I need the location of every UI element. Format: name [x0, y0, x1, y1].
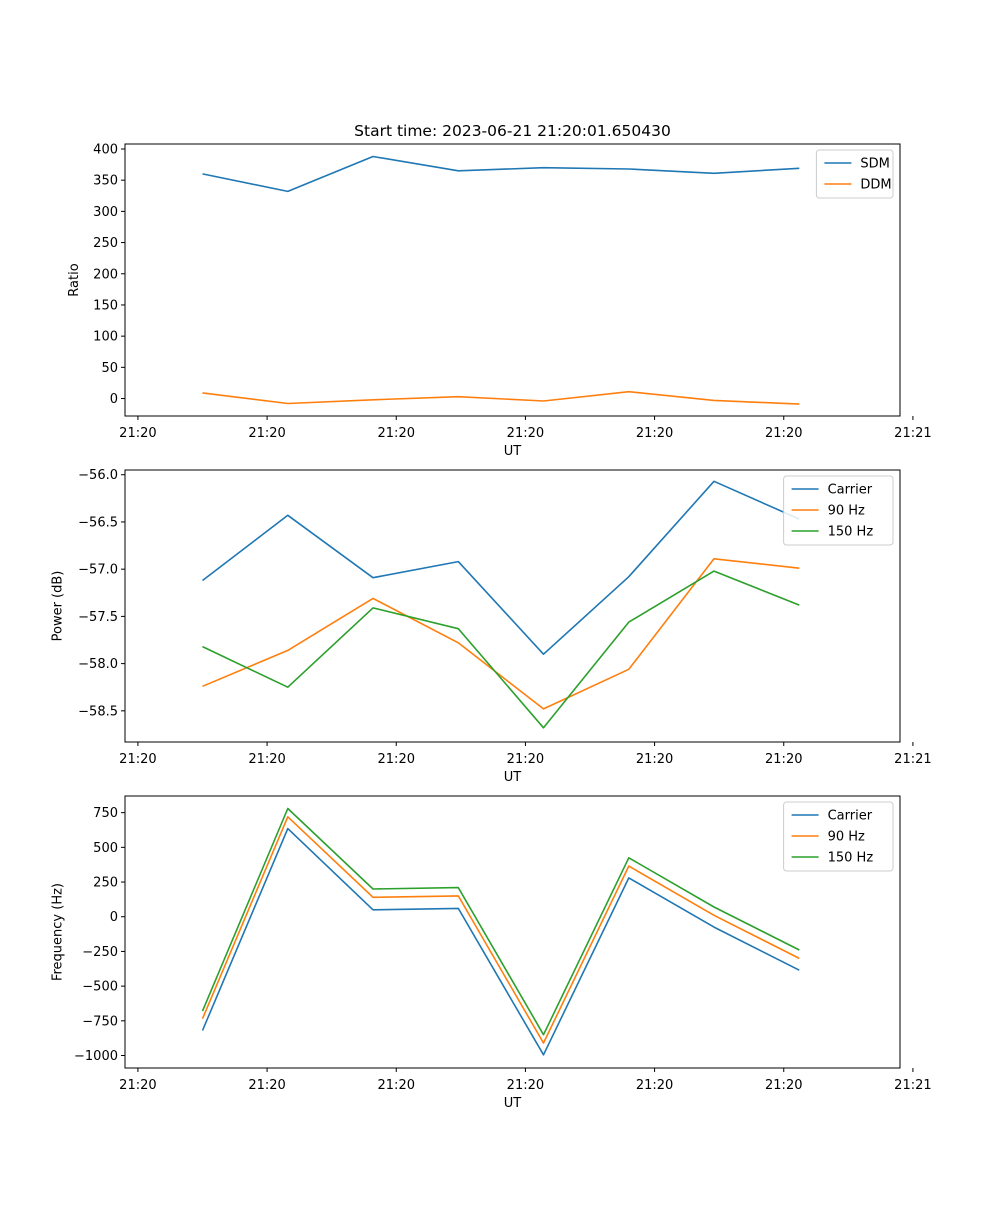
ratio-legend-box: [815, 149, 894, 199]
ratio-axes-frame: [124, 143, 901, 417]
ratio-ytick-label: 400: [93, 142, 118, 157]
power-xtick-label: 21:20: [765, 752, 802, 767]
frequency-legend-label-90-hz: 90 Hz: [828, 830, 865, 845]
frequency-xtick-label: 21:20: [248, 1078, 285, 1093]
frequency-ytick-label: −250: [82, 945, 118, 960]
power-xtick-label: 21:20: [248, 752, 285, 767]
frequency-series-90-hz-line: [201, 815, 800, 1044]
ratio-ytick-label: 250: [93, 236, 118, 251]
frequency-xtick-label: 21:21: [894, 1078, 931, 1093]
ratio-xtick-label: 21:20: [507, 426, 544, 441]
power-ytick-label: −56.5: [78, 515, 118, 530]
power-panel: −58.5 −58.0 −57.5 −57.0 −56.5 −56.0 21:20 21:20…: [51, 468, 932, 785]
frequency-xtick-label: 21:20: [119, 1078, 156, 1093]
power-legend-label-90-hz: 90 Hz: [828, 504, 865, 519]
frequency-ytick-label: −500: [82, 980, 118, 995]
ratio-xtick-label: 21:20: [119, 426, 156, 441]
frequency-ytick-label: −750: [82, 1014, 118, 1029]
frequency-legend-label-150-hz: 150 Hz: [828, 851, 874, 866]
ratio-xtick-label: 21:20: [636, 426, 673, 441]
power-legend: Carrier 90 Hz 150 Hz: [783, 475, 894, 546]
power-xtick-label: 21:20: [507, 752, 544, 767]
power-series-carrier-line: [202, 480, 800, 656]
power-xtick-label: 21:20: [119, 752, 156, 767]
frequency-series-150-hz-line: [201, 807, 800, 1036]
frequency-xtick-label: 21:20: [765, 1078, 802, 1093]
ratio-xtick-label: 21:21: [894, 426, 931, 441]
frequency-xtick-label: 21:20: [507, 1078, 544, 1093]
ratio-panel: 0 50 100 150 200 250 300 350 400 21:20 21:20 21:20 2…: [67, 142, 932, 459]
power-ytick-label: −58.5: [78, 704, 118, 719]
frequency-panel: −1000 −750 −500 −250 0 250 500 750 21:20 21:20 21:…: [51, 795, 932, 1111]
frequency-xtick-label: 21:20: [636, 1078, 673, 1093]
frequency-legend-label-carrier: Carrier: [828, 809, 873, 824]
power-ytick-label: −57.5: [78, 610, 118, 625]
ratio-legend-label-ddm: DDM: [860, 178, 891, 193]
frequency-axes-frame: [124, 795, 901, 1069]
power-xtick-label: 21:21: [894, 752, 931, 767]
frequency-ytick-label: 250: [93, 876, 118, 891]
ratio-ytick-label: 300: [93, 205, 118, 220]
ratio-ytick-label: 200: [93, 267, 118, 282]
power-ytick-label: −58.0: [78, 657, 118, 672]
power-xtick-label: 21:20: [378, 752, 415, 767]
ratio-legend: SDM DDM: [815, 149, 894, 199]
power-legend-label-carrier: Carrier: [828, 483, 873, 498]
power-axes-frame: [124, 469, 901, 743]
frequency-ytick-label: 0: [110, 910, 118, 925]
power-series-150-hz-line: [202, 570, 800, 729]
power-legend-label-150-hz: 150 Hz: [828, 525, 874, 540]
ratio-xtick-label: 21:20: [248, 426, 285, 441]
figure-title: Start time: 2023-06-21 21:20:01.650430: [354, 122, 671, 140]
frequency-legend: Carrier 90 Hz 150 Hz: [783, 801, 894, 872]
frequency-xtick-label: 21:20: [378, 1078, 415, 1093]
ratio-ylabel: Ratio: [67, 263, 82, 296]
ratio-ytick-label: 150: [93, 298, 118, 313]
power-ytick-label: −57.0: [78, 563, 118, 578]
frequency-legend-box: [783, 801, 894, 872]
power-series-90-hz-line: [202, 557, 800, 710]
ratio-series-sdm-line: [202, 155, 800, 193]
ratio-ytick-label: 0: [110, 392, 118, 407]
frequency-xlabel: UT: [504, 1096, 522, 1111]
ratio-xtick-label: 21:20: [378, 426, 415, 441]
ratio-ytick-label: 100: [93, 330, 118, 345]
power-xtick-label: 21:20: [636, 752, 673, 767]
power-ylabel: Power (dB): [51, 571, 66, 642]
power-xlabel: UT: [504, 770, 522, 785]
frequency-ytick-label: −1000: [74, 1049, 118, 1064]
frequency-ylabel: Frequency (Hz): [51, 883, 66, 981]
ratio-ytick-label: 50: [101, 361, 118, 376]
ratio-series-ddm-line: [202, 390, 800, 405]
frequency-ytick-label: 750: [93, 806, 118, 821]
ratio-ytick-label: 350: [93, 174, 118, 189]
frequency-series-carrier-line: [201, 827, 800, 1056]
ratio-xtick-label: 21:20: [765, 426, 802, 441]
power-legend-box: [783, 475, 894, 546]
ratio-legend-label-sdm: SDM: [860, 157, 889, 172]
power-ytick-label: −56.0: [78, 468, 118, 483]
frequency-ytick-label: 500: [93, 841, 118, 856]
ratio-xlabel: UT: [504, 444, 522, 459]
